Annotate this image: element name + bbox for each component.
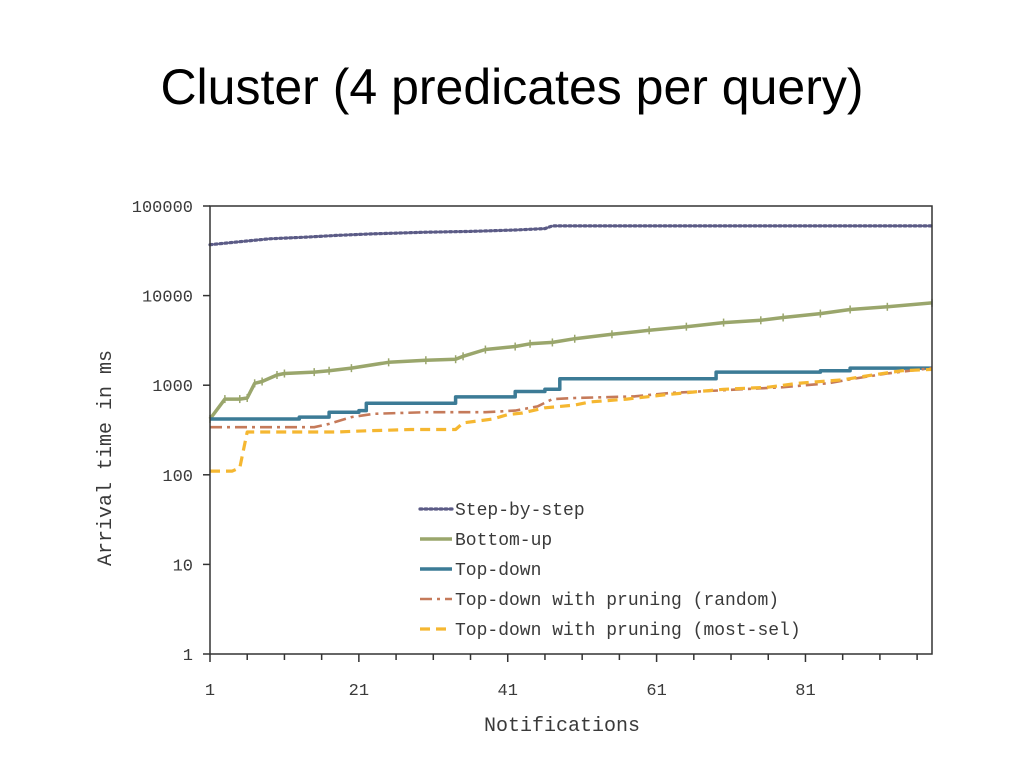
series-line-3	[210, 366, 932, 421]
series-line-5	[210, 367, 933, 473]
x-tick-label: 41	[498, 682, 518, 701]
x-tick-label: 61	[646, 682, 666, 701]
plot-frame	[209, 205, 933, 655]
legend-label-1: Step-by-step	[455, 501, 585, 521]
legend-label-3: Top-down	[455, 561, 541, 581]
x-tick-label: 1	[205, 682, 215, 701]
y-tick-label: 10000	[142, 289, 193, 308]
legend-label-5: Top-down with pruning (most-sel)	[455, 621, 801, 641]
y-tick-label: 100	[162, 468, 193, 487]
x-tick-label: 21	[349, 682, 369, 701]
y-tick-label: 1000	[152, 378, 193, 397]
slide-title: Cluster (4 predicates per query)	[160, 59, 864, 115]
x-axis-label: Notifications	[484, 715, 640, 738]
y-axis-label: Arrival time in ms	[95, 350, 118, 566]
x-tick-label: 81	[795, 682, 815, 701]
legend-label-4: Top-down with pruning (random)	[455, 591, 779, 611]
y-tick-label: 100000	[132, 199, 193, 218]
series-line-1	[208, 224, 934, 247]
y-tick-label: 1	[183, 647, 193, 666]
legend-label-2: Bottom-up	[455, 531, 552, 551]
series-line-2	[208, 301, 933, 421]
y-tick-label: 10	[173, 557, 193, 576]
